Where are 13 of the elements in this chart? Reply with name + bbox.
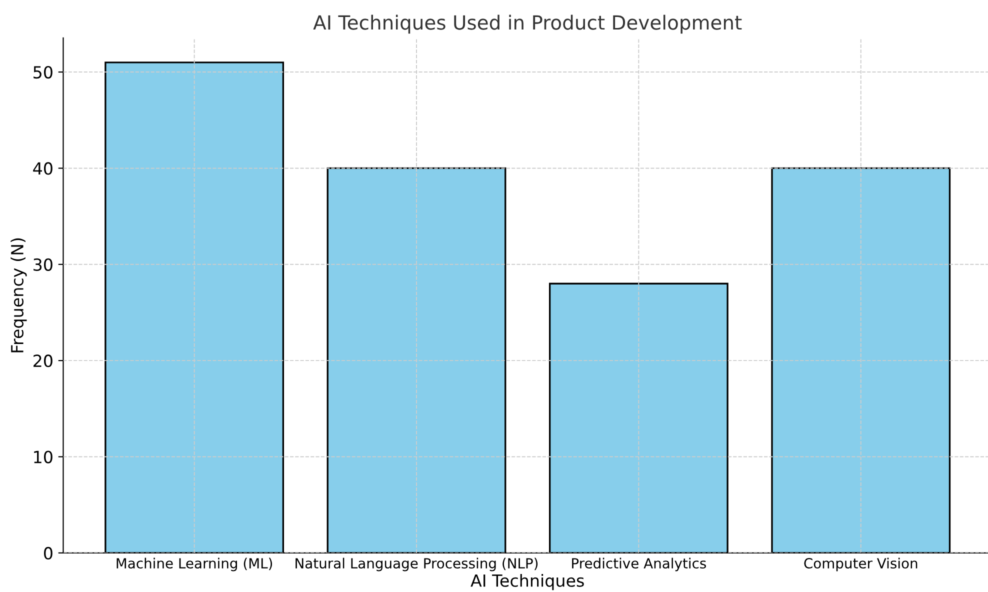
y-tick-label: 50 [34,66,52,79]
x-tick-label: Computer Vision [804,558,918,572]
y-tick-label: 10 [34,450,52,464]
x-tick-label: Predictive Analytics [572,558,706,572]
y-tick-label: 40 [33,162,52,175]
x-tick-label: Natural Language Processing (NLP) [296,558,538,572]
x-axis-title: AI Techniques [470,574,584,590]
y-tick-label: 20 [34,354,52,368]
y-axis-title: Frequency (N) [10,238,27,352]
y-tick-label: 0 [44,546,52,560]
y-tick-label: 30 [34,258,52,271]
x-tick-label: Machine Learning (ML) [116,558,272,572]
chart-title: AI Techniques Used in Product Development [313,14,742,34]
